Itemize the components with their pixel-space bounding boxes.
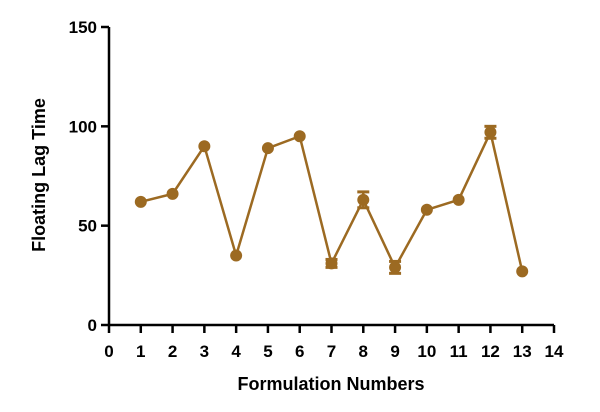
x-tick-label: 3 [200,342,209,361]
x-tick-label: 7 [327,342,336,361]
series-line [140,131,524,272]
x-tick-label: 4 [231,342,241,361]
data-point [134,195,147,208]
y-tick-label: 0 [88,316,97,335]
data-point [484,126,497,139]
data-point [420,203,433,216]
data-point [516,265,529,278]
y-tick-label: 50 [78,217,97,236]
data-point [166,187,179,200]
data-point [357,193,370,206]
x-tick-label: 5 [263,342,272,361]
x-tick-label: 14 [545,342,564,361]
x-tick-label: 12 [481,342,500,361]
x-tick-label: 1 [136,342,145,361]
data-point [261,142,274,155]
x-tick-label: 6 [295,342,304,361]
data-point [452,193,465,206]
y-tick-label: 100 [69,117,97,136]
x-tick-label: 10 [417,342,436,361]
x-tick-label: 2 [168,342,177,361]
x-tick-label: 8 [359,342,368,361]
data-point [230,249,243,262]
data-point [389,261,402,274]
x-tick-label: 11 [450,342,468,361]
data-point [293,130,306,143]
x-tick-label: 13 [513,342,532,361]
x-axis-label: Formulation Numbers [237,374,424,394]
x-tick-label: 0 [104,342,113,361]
data-point [325,257,338,270]
series-layer [134,124,529,278]
data-point [198,140,211,153]
x-tick-label: 9 [390,342,399,361]
y-axis-label: Floating Lag Time [29,98,49,252]
y-tick-label: 150 [69,18,97,37]
